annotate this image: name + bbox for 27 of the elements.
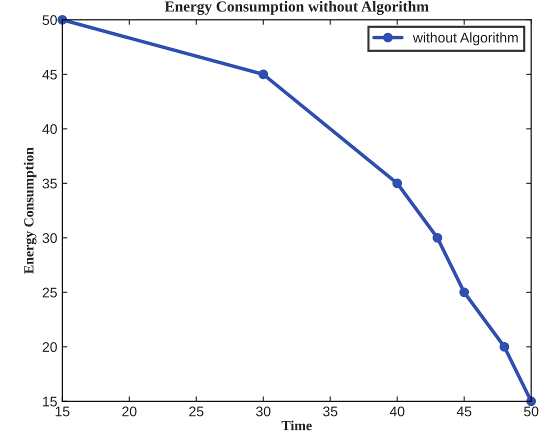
x-tick-label: 50	[524, 406, 538, 416]
y-tick-label: 35	[42, 178, 57, 188]
y-tick-label: 15	[43, 396, 57, 406]
x-tick-label: 20	[122, 406, 136, 416]
x-tick-label: 15	[56, 406, 70, 416]
y-tick-label: 45	[42, 70, 57, 80]
y-axis-title: Energy Consumption	[24, 147, 36, 274]
x-tick-label: 30	[256, 406, 270, 416]
legend-label: without Algorithm	[412, 32, 518, 46]
x-tick-label: 35	[323, 406, 338, 416]
point	[258, 69, 268, 80]
x-axis-title: Time	[282, 420, 312, 430]
chart-title: Energy Consumption without Algorithm	[164, 0, 429, 15]
y-tick-label: 40	[42, 124, 57, 134]
point	[526, 396, 536, 406]
point	[459, 287, 470, 298]
x-tick-label: 25	[189, 406, 204, 416]
y-tick-label: 25	[42, 288, 57, 298]
point	[57, 14, 68, 25]
x-tick-label: 45	[456, 406, 472, 416]
y-tick-label: 50	[42, 15, 57, 26]
y-tick-label: 20	[42, 342, 57, 352]
y-tick-label: 30	[42, 233, 57, 243]
point	[432, 232, 442, 243]
point	[500, 342, 510, 352]
x-tick-label: 40	[390, 406, 404, 416]
point	[392, 178, 402, 188]
